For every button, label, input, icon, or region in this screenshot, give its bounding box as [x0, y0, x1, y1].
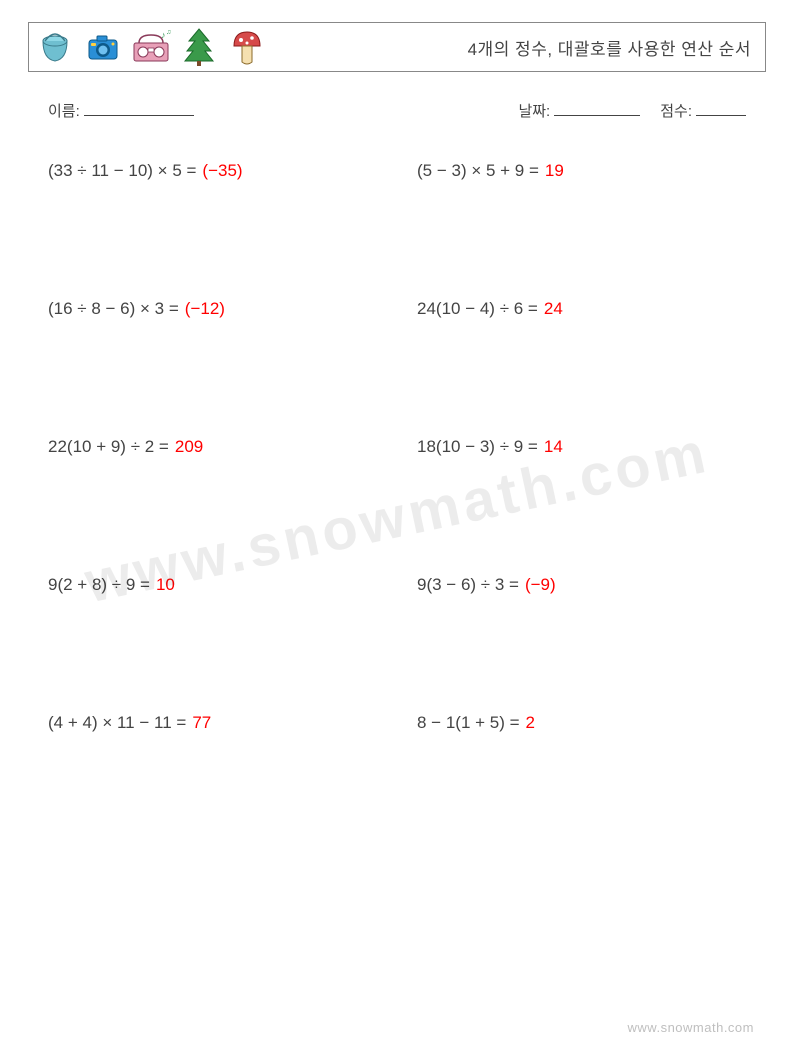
problem-item: (5 − 3) × 5 + 9 = 19: [417, 161, 746, 181]
problem-item: 9(2 + 8) ÷ 9 = 10: [48, 575, 377, 595]
tree-icon: [179, 27, 219, 67]
problem-expression: (33 ÷ 11 − 10) × 5 =: [48, 161, 196, 181]
info-row: 이름: 날짜: 점수:: [48, 100, 746, 121]
name-field-group: 이름:: [48, 100, 194, 121]
worksheet-title: 4개의 정수, 대괄호를 사용한 연산 순서: [468, 35, 751, 60]
problem-item: (33 ÷ 11 − 10) × 5 = (−35): [48, 161, 377, 181]
svg-text:♪: ♪: [161, 30, 166, 40]
header-box: ♪ ♫ 4개의 정수, 대괄호를 사용한 연산: [28, 22, 766, 72]
worksheet-page: ♪ ♫ 4개의 정수, 대괄호를 사용한 연산: [0, 0, 794, 1053]
footer-link[interactable]: www.snowmath.com: [628, 1020, 754, 1035]
header-icons: ♪ ♫: [35, 27, 267, 67]
name-label: 이름:: [48, 100, 80, 121]
problem-item: 22(10 + 9) ÷ 2 = 209: [48, 437, 377, 457]
problem-item: (4 + 4) × 11 − 11 = 77: [48, 713, 377, 733]
problem-answer: 10: [156, 575, 175, 595]
date-label: 날짜:: [518, 100, 550, 121]
problem-expression: (4 + 4) × 11 − 11 =: [48, 713, 186, 733]
bucket-icon: [35, 27, 75, 67]
problem-expression: (16 ÷ 8 − 6) × 3 =: [48, 299, 179, 319]
problem-answer: (−12): [185, 299, 225, 319]
problem-expression: 24(10 − 4) ÷ 6 =: [417, 299, 538, 319]
name-blank[interactable]: [84, 101, 194, 116]
score-blank[interactable]: [696, 101, 746, 116]
problem-answer: 2: [526, 713, 535, 733]
score-label: 점수:: [660, 100, 692, 121]
problem-expression: (5 − 3) × 5 + 9 =: [417, 161, 539, 181]
problem-answer: 77: [192, 713, 211, 733]
problem-expression: 18(10 − 3) ÷ 9 =: [417, 437, 538, 457]
date-blank[interactable]: [554, 101, 640, 116]
problem-expression: 8 − 1(1 + 5) =: [417, 713, 520, 733]
problem-expression: 22(10 + 9) ÷ 2 =: [48, 437, 169, 457]
problem-answer: 24: [544, 299, 563, 319]
problem-item: (16 ÷ 8 − 6) × 3 = (−12): [48, 299, 377, 319]
camera-icon: [83, 27, 123, 67]
svg-text:♫: ♫: [166, 29, 171, 36]
problem-answer: (−9): [525, 575, 556, 595]
problem-item: 24(10 − 4) ÷ 6 = 24: [417, 299, 746, 319]
problem-answer: 14: [544, 437, 563, 457]
problem-expression: 9(3 − 6) ÷ 3 =: [417, 575, 519, 595]
boombox-icon: ♪ ♫: [131, 27, 171, 67]
problem-item: 18(10 − 3) ÷ 9 = 14: [417, 437, 746, 457]
problem-item: 9(3 − 6) ÷ 3 = (−9): [417, 575, 746, 595]
date-score-group: 날짜: 점수:: [518, 100, 746, 121]
problem-answer: (−35): [202, 161, 242, 181]
problem-expression: 9(2 + 8) ÷ 9 =: [48, 575, 150, 595]
problems-grid: (33 ÷ 11 − 10) × 5 = (−35) (5 − 3) × 5 +…: [48, 161, 746, 733]
problem-answer: 209: [175, 437, 203, 457]
problem-item: 8 − 1(1 + 5) = 2: [417, 713, 746, 733]
mushroom-icon: [227, 27, 267, 67]
problem-answer: 19: [545, 161, 564, 181]
